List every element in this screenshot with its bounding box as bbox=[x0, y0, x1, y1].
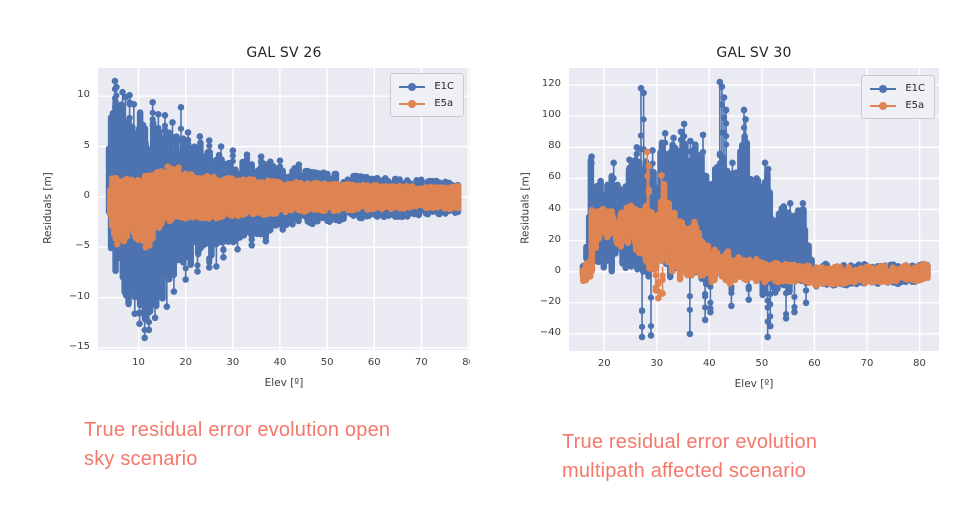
x-tick-label: 50 bbox=[755, 358, 769, 369]
x-tick-label: 60 bbox=[808, 358, 821, 369]
legend-entry-e1c: E1C bbox=[870, 81, 925, 96]
x-tick-label: 10 bbox=[132, 357, 145, 368]
caption-line: multipath affected scenario bbox=[562, 460, 807, 482]
legend-label: E5a bbox=[905, 100, 925, 111]
caption-line: True residual error evolution open bbox=[84, 419, 391, 441]
legend-entry-e1c: E1C bbox=[399, 79, 454, 94]
caption-multipath-scenario: True residual error evolution multipath … bbox=[562, 428, 817, 486]
x-tick-label: 30 bbox=[650, 358, 664, 369]
x-tick-label: 40 bbox=[702, 358, 716, 369]
chart-gal-sv-26: GAL SV 26 Residuals [m] Elev [º] E1C E5a… bbox=[30, 40, 470, 392]
e5a-line-marker-icon bbox=[870, 101, 897, 111]
chart-title: GAL SV 30 bbox=[716, 45, 792, 61]
legend: E1C E5a bbox=[861, 75, 935, 119]
x-tick-label: 30 bbox=[226, 357, 240, 368]
y-tick-label: 20 bbox=[548, 233, 561, 245]
y-tick-label: 10 bbox=[77, 89, 90, 101]
y-tick-label: 40 bbox=[548, 202, 561, 214]
legend-entry-e5a: E5a bbox=[870, 98, 925, 113]
x-tick-label: 20 bbox=[179, 357, 193, 368]
legend: E1C E5a bbox=[390, 73, 464, 117]
y-tick-label: 5 bbox=[83, 139, 90, 151]
caption-line: True residual error evolution bbox=[562, 431, 818, 453]
chart-gal-sv-30: GAL SV 30 Residuals [m] Elev [º] E1C E5a… bbox=[500, 40, 962, 392]
x-tick-label: 70 bbox=[415, 357, 428, 368]
legend-entry-e5a: E5a bbox=[399, 96, 454, 111]
x-tick-label: 80 bbox=[913, 358, 926, 369]
y-tick-label: 80 bbox=[548, 140, 561, 152]
y-tick-label: 0 bbox=[83, 189, 90, 201]
e1c-line-marker-icon bbox=[870, 84, 897, 94]
caption-line: sky scenario bbox=[84, 448, 198, 470]
caption-open-sky-scenario: True residual error evolution open sky s… bbox=[84, 416, 390, 474]
x-tick-label: 80 bbox=[462, 357, 470, 368]
y-tick-label: 120 bbox=[541, 78, 561, 90]
x-axis-label: Elev [º] bbox=[734, 378, 774, 390]
x-tick-label: 60 bbox=[367, 357, 381, 368]
y-tick-label: −5 bbox=[75, 240, 90, 252]
y-tick-label: 0 bbox=[554, 264, 561, 276]
x-tick-label: 50 bbox=[320, 357, 334, 368]
e1c-line-marker-icon bbox=[399, 82, 426, 92]
e5a-line-marker-icon bbox=[399, 99, 426, 109]
x-tick-label: 20 bbox=[597, 358, 611, 369]
x-tick-label: 40 bbox=[273, 357, 287, 368]
y-tick-label: −10 bbox=[68, 290, 90, 302]
y-axis-label: Residuals [m] bbox=[42, 172, 54, 244]
x-tick-label: 70 bbox=[860, 358, 874, 369]
x-axis-label: Elev [º] bbox=[264, 377, 304, 389]
y-tick-label: −40 bbox=[539, 326, 561, 338]
legend-label: E5a bbox=[434, 98, 454, 109]
y-tick-label: 100 bbox=[541, 109, 561, 121]
y-tick-label: −15 bbox=[68, 340, 90, 352]
y-tick-label: −20 bbox=[539, 295, 561, 307]
legend-label: E1C bbox=[434, 81, 454, 92]
legend-label: E1C bbox=[905, 83, 925, 94]
y-tick-label: 60 bbox=[548, 171, 561, 183]
chart-title: GAL SV 26 bbox=[246, 45, 322, 61]
